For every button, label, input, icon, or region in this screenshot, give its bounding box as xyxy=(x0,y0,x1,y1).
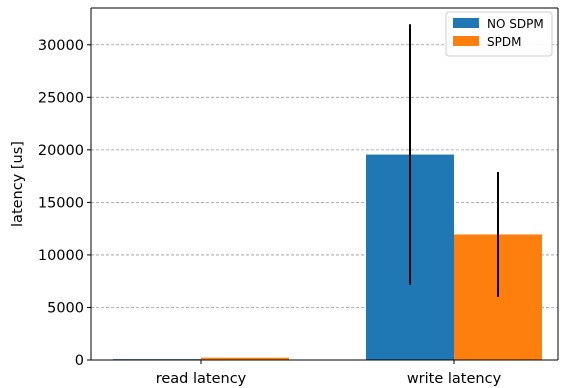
bars xyxy=(113,154,542,360)
legend-label: SPDM xyxy=(487,35,521,49)
axes xyxy=(90,7,559,361)
y-tick-label: 20000 xyxy=(38,143,84,159)
y-tick-label: 0 xyxy=(75,353,84,369)
y-tick-label: 10000 xyxy=(38,248,84,264)
bar xyxy=(201,357,289,360)
y-tick-label: 25000 xyxy=(38,90,84,106)
legend-swatch xyxy=(453,18,479,28)
legend-swatch xyxy=(453,36,479,46)
grid-lines xyxy=(91,44,558,308)
legend-label: NO SDPM xyxy=(487,17,544,31)
x-tick-label: write latency xyxy=(407,371,502,387)
y-axis-label: latency [us] xyxy=(10,141,26,227)
y-ticks: 0 5000 10000 15000 20000 25000 30000 xyxy=(38,38,91,369)
y-tick-label: 15000 xyxy=(38,195,84,211)
y-tick-label: 30000 xyxy=(38,38,84,54)
error-bars xyxy=(409,24,499,297)
x-tick-label: read latency xyxy=(156,371,247,387)
x-ticks: read latency write latency xyxy=(156,360,502,387)
legend: NO SDPM SPDM xyxy=(445,11,553,57)
y-tick-label: 5000 xyxy=(47,300,84,316)
